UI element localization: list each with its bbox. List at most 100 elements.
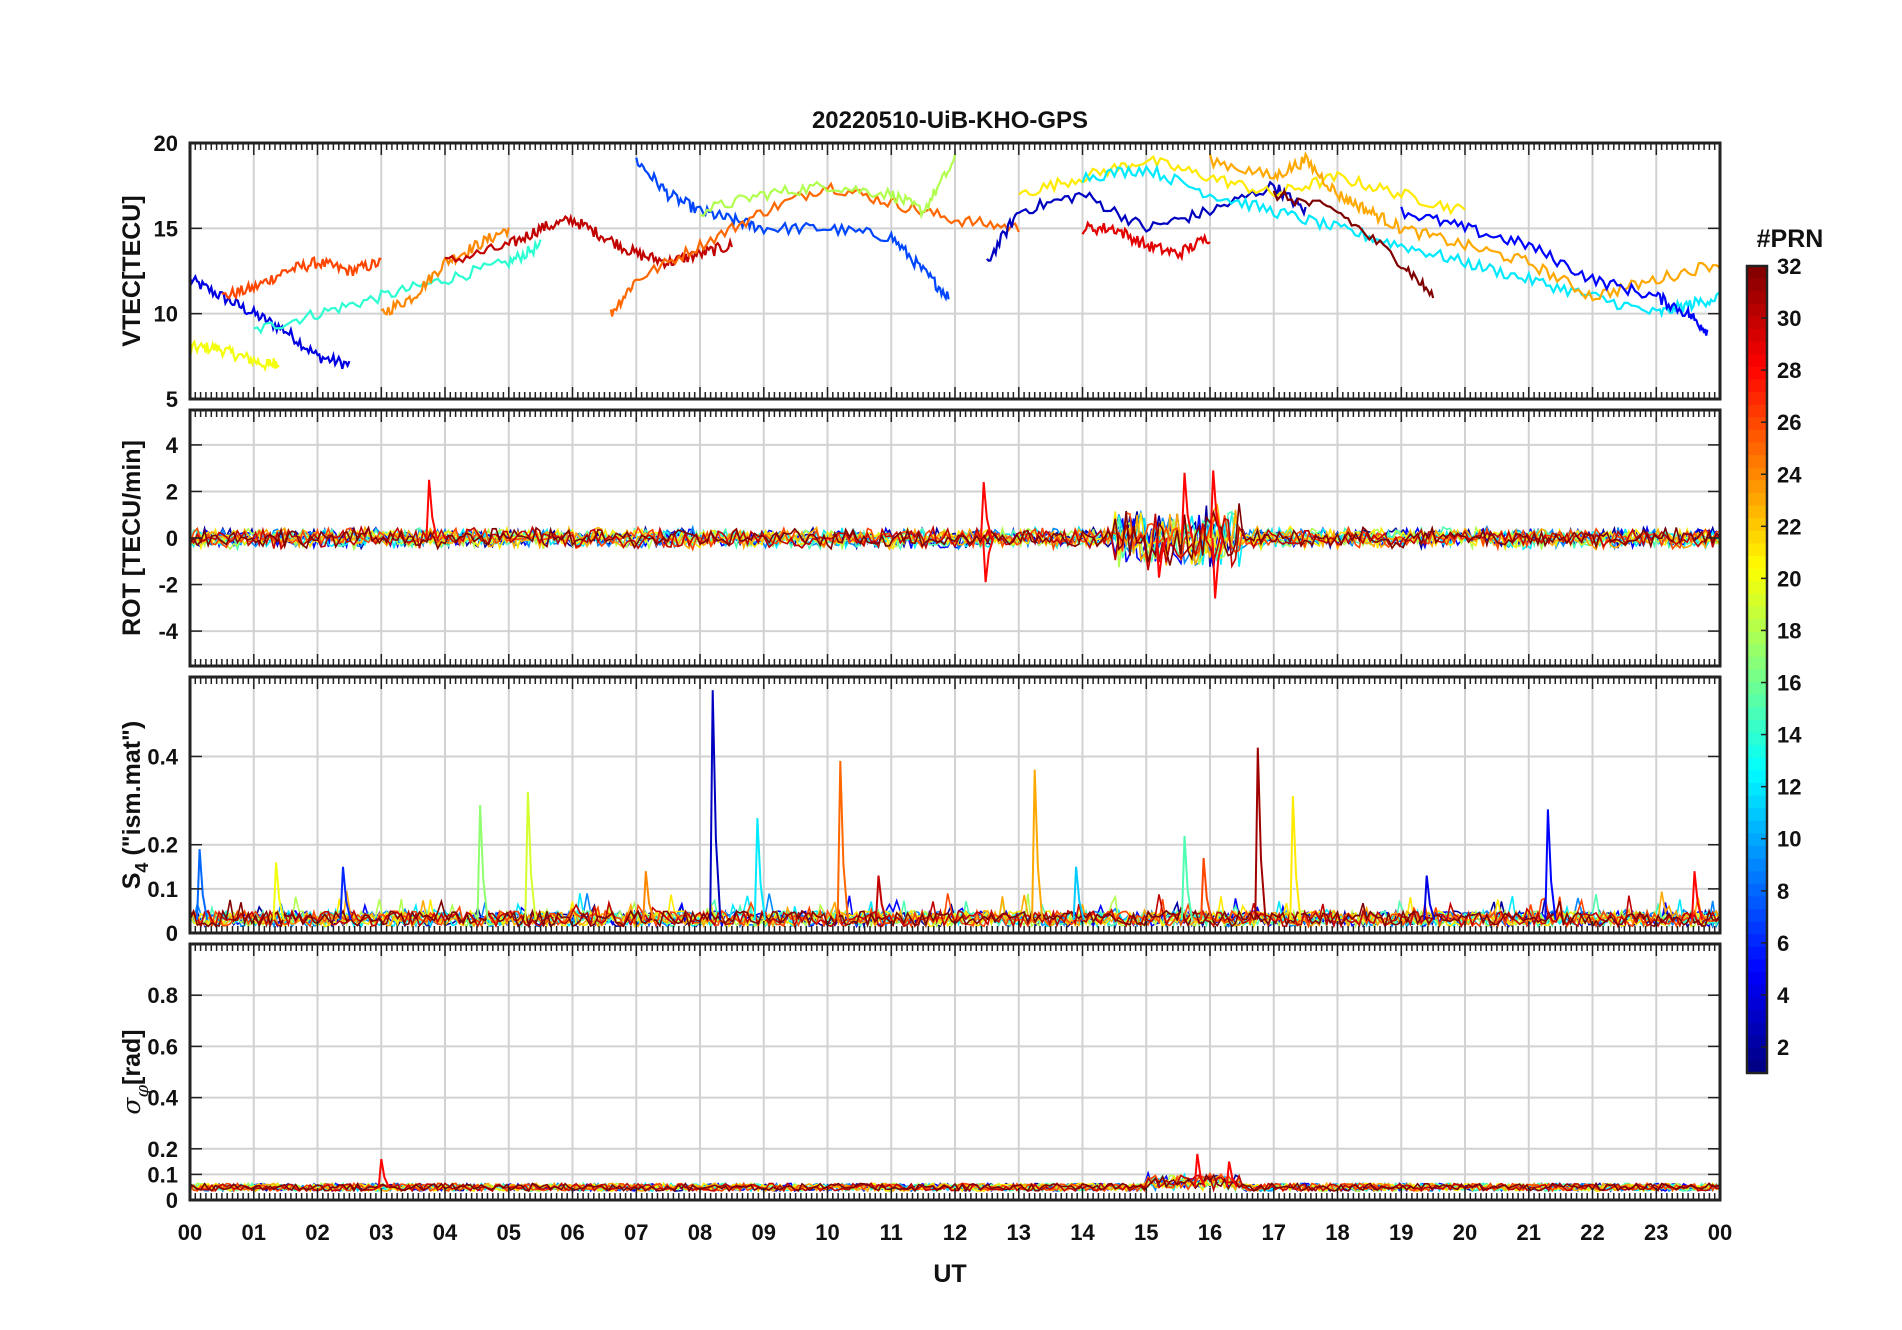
colorbar-swatch <box>1747 984 1767 998</box>
colorbar-swatch <box>1747 795 1767 809</box>
vtec-series-line <box>699 154 957 220</box>
sigma_phi-spike <box>1193 1153 1206 1188</box>
panel-rot: -4 -2 0 2 4 ROT [TECU/min] <box>118 408 1722 668</box>
y-tick-label: 0.4 <box>147 1086 178 1111</box>
y-tick-label: 0.6 <box>147 1034 178 1059</box>
vtec-series-line <box>1018 154 1466 216</box>
colorbar-swatch <box>1747 316 1767 330</box>
colorbar-swatch <box>1747 858 1767 872</box>
s4-spike <box>476 804 489 920</box>
s4-y-axis-label: S4 ("ism.mat") <box>118 721 152 890</box>
colorbar-tick-label: 28 <box>1777 358 1801 383</box>
s4-spike <box>339 866 352 921</box>
colorbar-swatch <box>1747 782 1767 797</box>
s4-spike <box>1423 875 1436 921</box>
colorbar-swatch <box>1747 707 1767 721</box>
colorbar-swatch <box>1747 606 1767 620</box>
colorbar-swatch <box>1747 366 1767 381</box>
colorbar-swatch <box>1747 921 1767 935</box>
colorbar-label: #PRN <box>1757 225 1824 253</box>
colorbar-frame <box>1745 264 1769 1075</box>
vtec-series-group <box>190 151 1720 372</box>
y-tick-label: 15 <box>154 216 178 241</box>
x-tick-label: 20 <box>1453 1220 1477 1245</box>
s4-spike <box>1254 747 1267 920</box>
x-tick-label: 00 <box>1708 1220 1732 1245</box>
x-tick-label: 09 <box>752 1220 776 1245</box>
x-tick-label: 21 <box>1517 1220 1541 1245</box>
sigma_phi-y-axis-label: σφ[rad] <box>117 1029 153 1114</box>
colorbar-swatch <box>1747 543 1767 557</box>
colorbar-swatch <box>1747 934 1767 948</box>
panel-vtec: 5 10 15 20 VTEC[TECU] <box>118 131 1722 412</box>
colorbar-swatch <box>1747 581 1767 595</box>
colorbar-swatch <box>1747 745 1767 759</box>
y-tick-label: 0.1 <box>147 1162 178 1187</box>
rot-spike <box>1180 472 1194 539</box>
x-tick-label: 03 <box>369 1220 393 1245</box>
colorbar-swatch <box>1747 757 1767 771</box>
rot-spike <box>1209 470 1222 539</box>
rot-spike <box>1211 537 1224 599</box>
colorbar-swatch <box>1747 820 1767 835</box>
s4-spike <box>1031 769 1044 920</box>
colorbar-swatch <box>1747 568 1767 582</box>
rot-spike <box>982 537 995 583</box>
x-tick-label: 15 <box>1134 1220 1158 1245</box>
x-tick-label: 10 <box>815 1220 839 1245</box>
s4-spike <box>1072 866 1085 921</box>
colorbar-swatch <box>1747 455 1767 469</box>
vtec-series-line <box>1081 220 1211 262</box>
colorbar-swatch <box>1747 341 1767 355</box>
colorbar-swatch <box>1747 682 1767 696</box>
s4-x-ticks <box>189 677 1721 933</box>
colorbar-tick-label: 6 <box>1777 931 1789 956</box>
colorbar-swatch <box>1747 896 1767 910</box>
x-tick-label: 13 <box>1007 1220 1031 1245</box>
rot-x-ticks <box>189 410 1721 666</box>
colorbar-swatch <box>1747 417 1767 431</box>
colorbar-swatch <box>1747 997 1767 1011</box>
colorbar-swatch <box>1747 833 1767 847</box>
colorbar-swatch <box>1747 883 1767 898</box>
colorbar-tick-label: 12 <box>1777 775 1801 800</box>
y-tick-label: 2 <box>166 479 178 504</box>
vtec-y-axis-label: VTEC[TECU] <box>118 195 146 346</box>
s4-spike <box>709 690 722 920</box>
colorbar-swatch <box>1747 1022 1767 1036</box>
colorbar-tick-label: 8 <box>1777 879 1789 904</box>
colorbar-swatch <box>1747 732 1767 746</box>
vtec-series-line <box>253 238 542 335</box>
x-tick-label: 23 <box>1644 1220 1668 1245</box>
colorbar-swatch <box>1747 379 1767 393</box>
colorbar-tick-label: 14 <box>1777 723 1802 748</box>
colorbar-swatch <box>1747 959 1767 973</box>
y-tick-label: 0 <box>166 1188 178 1213</box>
s4-spike <box>1544 809 1557 920</box>
colorbar-swatch <box>1747 694 1767 708</box>
colorbar-swatch <box>1747 946 1767 961</box>
s4-spike <box>196 849 209 920</box>
s4-spike <box>1200 857 1213 921</box>
y-tick-label: 5 <box>166 387 178 412</box>
chart-title: 20220510-UiB-KHO-GPS <box>812 107 1088 134</box>
colorbar-tick-label: 18 <box>1777 618 1801 643</box>
colorbar-swatch <box>1747 278 1767 292</box>
x-tick-label: 05 <box>497 1220 521 1245</box>
colorbar-swatch <box>1747 846 1767 860</box>
s4-spike <box>642 871 655 921</box>
vtec-series-line <box>221 255 382 301</box>
colorbar-swatch <box>1747 429 1767 444</box>
x-tick-label: 02 <box>305 1220 329 1245</box>
rot-noise-line <box>190 503 1720 566</box>
x-tick-label: 11 <box>880 1220 903 1245</box>
colorbar-tick-label: 16 <box>1777 671 1801 696</box>
colorbar-tick-label: 24 <box>1777 462 1802 487</box>
colorbar-swatch <box>1747 467 1767 481</box>
y-tick-label: 0.2 <box>147 833 178 858</box>
y-tick-label: 0.2 <box>147 1137 178 1162</box>
x-tick-label: 19 <box>1389 1220 1413 1245</box>
y-tick-label: 0 <box>166 921 178 946</box>
s4-spike <box>1289 796 1302 920</box>
